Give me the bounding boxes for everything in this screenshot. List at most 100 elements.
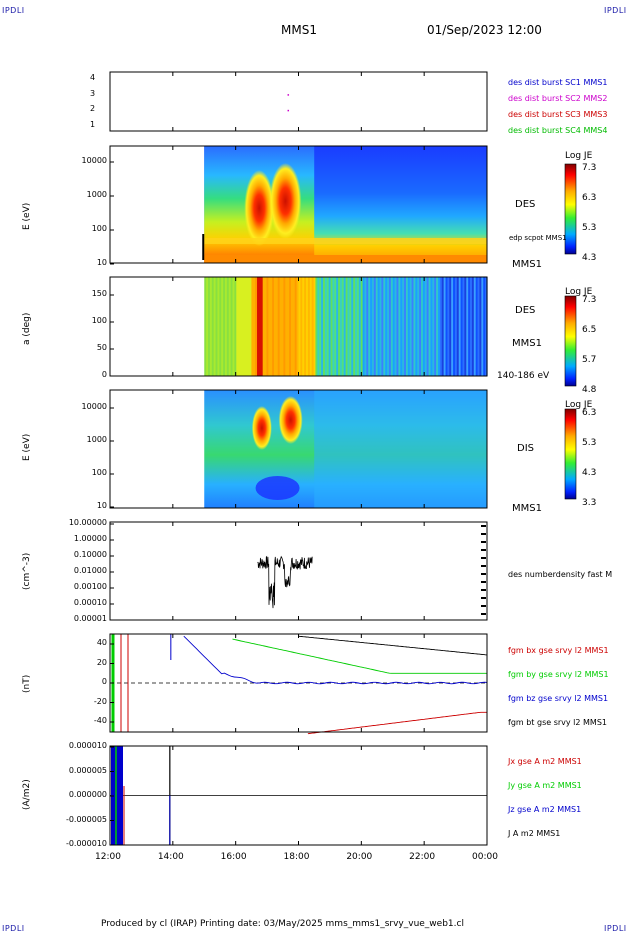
- density-right-mark: [481, 557, 486, 559]
- density-ytick-label: 0.01000: [73, 566, 107, 575]
- des-pitch-stripe: [306, 277, 309, 376]
- des-pitch-stripe: [468, 277, 471, 376]
- density-right-mark: [481, 573, 486, 575]
- des-pitch-stripe: [349, 277, 352, 376]
- des-pitch-stripe: [253, 277, 256, 376]
- des-pitch-stripe: [390, 277, 394, 376]
- colorbar-title-dis-energy: Log JE: [565, 400, 593, 410]
- des-pitch-stripe: [415, 277, 418, 376]
- des-pitch-stripe: [436, 277, 439, 376]
- density-right-mark: [481, 565, 486, 567]
- des-energy-ytick-label: 10: [96, 258, 107, 267]
- des-pitch-stripe: [473, 277, 477, 376]
- colorbar-tick-des-energy: 6.3: [582, 193, 597, 203]
- des-energy-scpot-band: [204, 238, 487, 244]
- current-legend-4: J A m2 MMS1: [508, 829, 561, 838]
- des-pitch-stripe: [313, 277, 317, 376]
- des-pitch-stripe: [236, 277, 239, 376]
- des-pitch-stripe: [355, 277, 358, 376]
- page-datetime: 01/Sep/2023 12:00: [427, 23, 542, 37]
- dis-energy-low-blob: [255, 476, 300, 500]
- des-pitch-stripe: [279, 277, 283, 376]
- des-pitch-stripe: [437, 277, 441, 376]
- des-pitch-stripe: [443, 277, 447, 376]
- des-pitch-stripe: [238, 277, 241, 376]
- des-pitch-stripe: [471, 277, 475, 376]
- des-energy-sc-label: MMS1: [512, 259, 542, 270]
- des-pitch-stripe: [230, 277, 234, 376]
- des-pitch-stripe: [445, 277, 449, 376]
- des-pitch-stripe: [404, 277, 407, 376]
- fgm-ytick-label: -20: [93, 696, 107, 706]
- des-pitch-stripe: [439, 277, 443, 376]
- x-tick-label: 12:00: [95, 852, 121, 862]
- des-pitch-stripe: [234, 277, 237, 376]
- corner-label-top-right: IPDLI: [604, 6, 627, 15]
- burst-ytick: 3: [90, 88, 96, 98]
- des-pitch-stripe: [413, 277, 416, 376]
- dis-energy-ytick-label: 1000: [86, 435, 107, 444]
- des-pitch-stripe: [323, 277, 326, 376]
- density-ytick-label: 0.00100: [73, 582, 107, 591]
- colorbar-tick-des-pitch: 7.3: [582, 295, 597, 305]
- des-pitch-stripe: [388, 277, 392, 376]
- des-pitch-stripe: [240, 277, 243, 376]
- des-pitch-stripe: [462, 277, 465, 376]
- des-pitch-stripe: [375, 277, 379, 376]
- des-pitch-ytick-label: 0: [101, 370, 107, 379]
- des-pitch-stripe: [422, 277, 426, 376]
- des-pitch-stripe: [392, 277, 396, 376]
- ylabel-density: (cm^-3): [22, 552, 32, 590]
- des-pitch-stripe: [432, 277, 435, 376]
- des-pitch-stripe: [326, 277, 330, 376]
- colorbar-tick-des-pitch: 5.7: [582, 355, 597, 365]
- des-pitch-stripe: [434, 277, 437, 376]
- des-pitch-stripe: [268, 277, 271, 376]
- des-pitch-stripe: [339, 277, 343, 376]
- des-pitch-stripe: [430, 277, 433, 376]
- des-pitch-stripe: [243, 277, 247, 376]
- des-pitch-stripe: [251, 277, 254, 376]
- x-tick-label: 18:00: [283, 852, 310, 862]
- burst-legend-2: des dist burst SC2 MMS2: [508, 94, 608, 103]
- fgm-bz-trace: [183, 635, 488, 685]
- footer-text: Produced by cl (IRAP) Printing date: 03/…: [101, 919, 464, 929]
- des-pitch-stripe: [454, 277, 458, 376]
- colorbar-tick-dis-energy: 3.3: [582, 498, 597, 508]
- page-title: MMS1: [281, 23, 317, 37]
- des-pitch-stripe: [345, 277, 349, 376]
- des-pitch-stripe: [477, 277, 481, 376]
- des-pitch-stripe: [283, 277, 286, 376]
- fgm-ytick-label: 20: [96, 657, 107, 667]
- dis-energy-tag: DIS: [517, 443, 534, 454]
- ylabel-dis-energy: E (eV): [22, 433, 32, 461]
- des-pitch-stripe: [409, 277, 413, 376]
- des-pitch-stripe: [247, 277, 251, 376]
- des-pitch-stripe: [266, 277, 269, 376]
- des-pitch-stripe: [302, 277, 305, 376]
- des-pitch-stripe: [351, 277, 354, 376]
- x-tick-label: 20:00: [346, 852, 373, 862]
- dis-energy-ytick-label: 100: [91, 468, 107, 477]
- des-pitch-stripe: [341, 277, 345, 376]
- des-pitch-stripe: [460, 277, 464, 376]
- des-pitch-stripe: [290, 277, 294, 376]
- des-pitch-stripe: [464, 277, 467, 376]
- des-pitch-stripe: [296, 277, 300, 376]
- current-ytick-label: 0.000000: [68, 790, 107, 799]
- des-pitch-stripe: [366, 277, 369, 376]
- panel-frame: [109, 521, 488, 621]
- des-pitch-stripe: [281, 277, 285, 376]
- des-pitch-stripe: [309, 277, 313, 376]
- des-pitch-stripe: [217, 277, 220, 376]
- des-pitch-stripe: [353, 277, 356, 376]
- corner-label-top-left: IPDLI: [2, 6, 25, 15]
- des-pitch-stripe: [213, 277, 217, 376]
- density-right-mark: [481, 541, 486, 543]
- dis-energy-ytick-label: 10: [96, 501, 107, 510]
- burst-legend-4: des dist burst SC4 MMS4: [508, 126, 608, 135]
- des-energy-ytick-label: 100: [91, 224, 107, 233]
- fgm-legend-4: fgm bt gse srvy l2 MMS1: [508, 718, 607, 727]
- current-ytick-label: 0.000010: [68, 741, 107, 750]
